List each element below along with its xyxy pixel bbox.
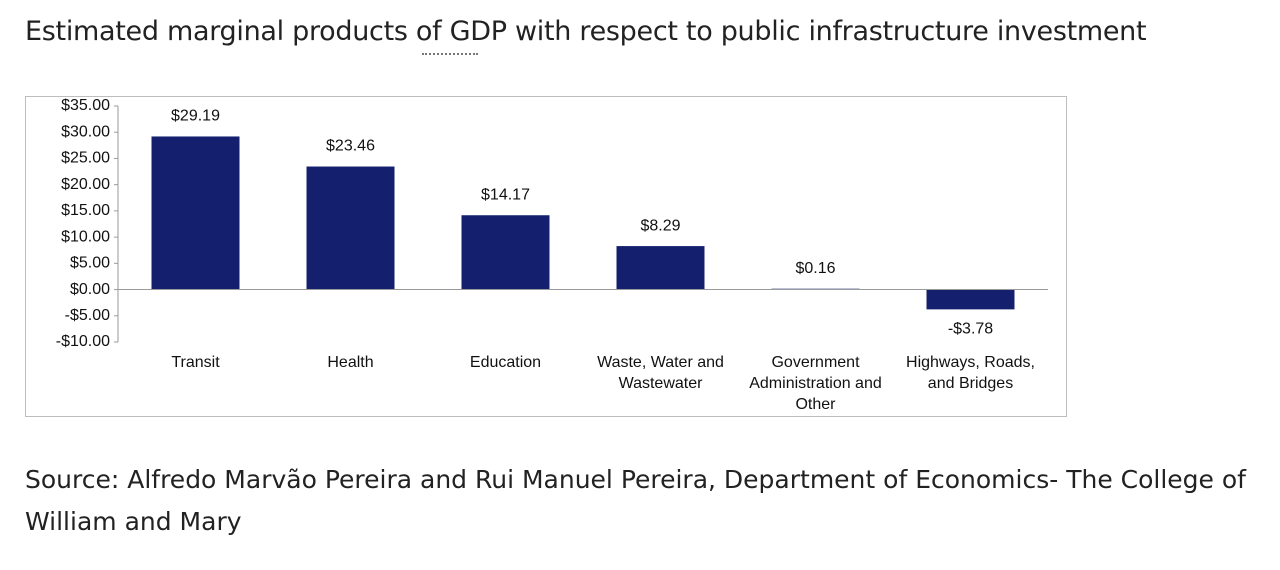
chart-frame: -$10.00 -$5.00 $0.00 $5.00 $10.00 $15.00 $20.0… bbox=[25, 96, 1067, 417]
y-tick-label: -$10.00 bbox=[56, 333, 110, 350]
data-label: $14.17 bbox=[481, 186, 530, 203]
y-tick-label: $15.00 bbox=[61, 202, 110, 219]
y-tick-label: $25.00 bbox=[61, 150, 110, 167]
bar bbox=[461, 215, 550, 290]
data-label: $0.16 bbox=[795, 260, 835, 277]
x-tick-label: Government Administration and Other bbox=[749, 354, 882, 413]
x-tick-label: Waste, Water and Wastewater bbox=[597, 354, 724, 392]
y-tick-label: $0.00 bbox=[70, 281, 110, 298]
y-tick-label: $35.00 bbox=[61, 97, 110, 114]
x-tick-label: Transit bbox=[171, 354, 220, 371]
y-tick-label: $5.00 bbox=[70, 255, 110, 272]
y-tick-label: $30.00 bbox=[61, 123, 110, 140]
data-label: $29.19 bbox=[171, 108, 220, 125]
bar bbox=[616, 246, 705, 290]
y-tick-label: $10.00 bbox=[61, 228, 110, 245]
source-note: Source: Alfredo Marvão Pereira and Rui M… bbox=[25, 465, 1246, 536]
bar bbox=[926, 289, 1015, 310]
chart-title: Estimated marginal products of GDP with … bbox=[25, 16, 1147, 47]
data-label: -$3.78 bbox=[948, 321, 993, 338]
data-label: $23.46 bbox=[326, 138, 375, 155]
abbr-underline bbox=[422, 53, 478, 55]
x-tick-label: Education bbox=[469, 354, 542, 371]
x-tick-label: Health bbox=[327, 354, 374, 371]
y-tick-label: $20.00 bbox=[61, 176, 110, 193]
x-tick-label: Highways, Roads, and Bridges bbox=[906, 354, 1035, 392]
y-tick-label: -$5.00 bbox=[65, 307, 110, 324]
bar bbox=[151, 136, 240, 290]
bar bbox=[306, 166, 395, 290]
chart: -$10.00 -$5.00 $0.00 $5.00 $10.00 $15.00 $20.0… bbox=[56, 97, 1048, 350]
data-label: $8.29 bbox=[640, 217, 680, 234]
